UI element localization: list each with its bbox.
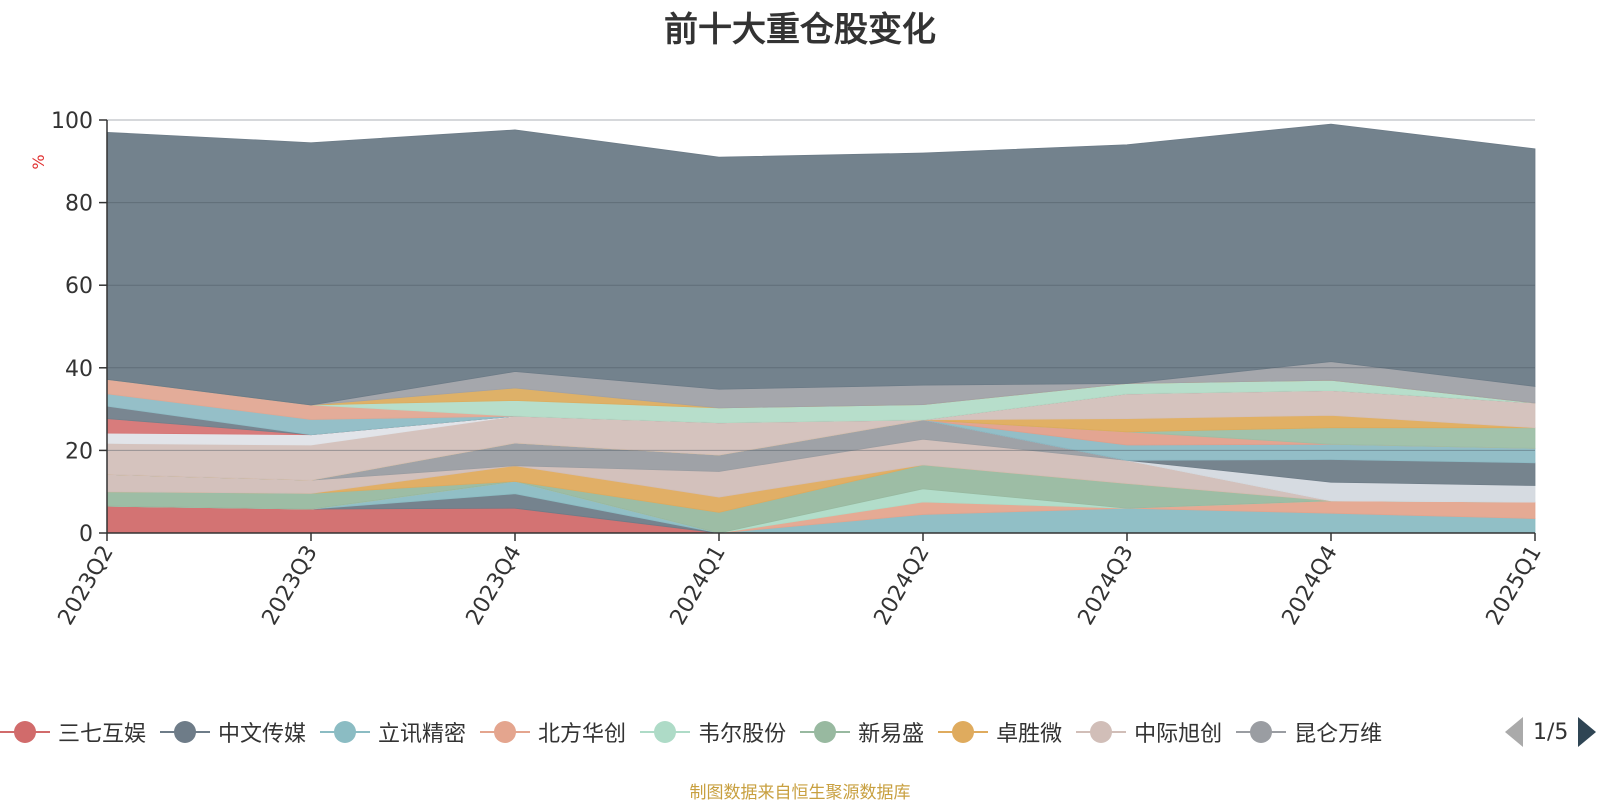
- legend-prev-page-button[interactable]: [1505, 717, 1523, 747]
- gridlines: [107, 119, 1535, 451]
- legend-label: 中文传媒: [218, 722, 307, 747]
- y-tick-label: 60: [65, 274, 93, 299]
- area-series-25[interactable]: [106, 123, 1536, 406]
- x-tick-label: 2024Q4: [1278, 541, 1343, 629]
- y-tick-label: 80: [65, 192, 93, 217]
- x-tick-label: 2024Q2: [870, 541, 935, 629]
- legend-label: 韦尔股份: [698, 722, 787, 747]
- legend-marker-icon: [1236, 721, 1287, 743]
- legend-marker-icon: [320, 721, 371, 743]
- legend-item[interactable]: 韦尔股份: [640, 712, 786, 752]
- legend-item[interactable]: 卓胜微: [938, 712, 1062, 752]
- chart-title: 前十大重仓股变化: [664, 10, 936, 50]
- legend-marker-icon: [480, 721, 531, 743]
- stacked-area-chart: 0 20 40 60 80 100 2023Q2 2023Q3 2023Q4 2024Q1 2024…: [29, 109, 1547, 629]
- legend-item[interactable]: 昆仑万维: [1236, 712, 1382, 752]
- y-axis-unit-label: %: [29, 154, 48, 169]
- x-tick-label: 2023Q2: [54, 541, 119, 629]
- legend-marker-icon: [1076, 721, 1127, 743]
- legend-item[interactable]: 三七互娱: [0, 712, 146, 752]
- legend: 三七互娱 中文传媒 立讯精密 北方华创 韦尔股份 新易盛 卓胜微 中际旭创 昆仑万维: [0, 712, 1505, 752]
- legend-page-indicator: 1/5: [1533, 719, 1569, 745]
- x-tick-label: 2023Q3: [258, 541, 323, 629]
- legend-label: 中际旭创: [1134, 722, 1223, 747]
- legend-label: 三七互娱: [58, 722, 147, 747]
- y-tick-label: 100: [51, 109, 93, 134]
- legend-label: 卓胜微: [996, 722, 1063, 747]
- y-tick-label: 0: [79, 522, 93, 547]
- legend-label: 北方华创: [538, 722, 627, 747]
- legend-marker-icon: [160, 721, 211, 743]
- x-tick-label: 2024Q3: [1074, 541, 1139, 629]
- legend-label: 立讯精密: [378, 722, 467, 747]
- legend-item[interactable]: 立讯精密: [320, 712, 466, 752]
- area-series-group: [106, 123, 1536, 534]
- legend-label: 昆仑万维: [1294, 722, 1383, 747]
- legend-marker-icon: [938, 721, 989, 743]
- y-tick-label: 20: [65, 439, 93, 464]
- legend-item[interactable]: 新易盛: [800, 712, 924, 752]
- x-tick-label: 2024Q1: [666, 541, 731, 629]
- data-source-note: 制图数据来自恒生聚源数据库: [689, 783, 911, 803]
- x-tick-label: 2025Q1: [1482, 541, 1547, 629]
- y-tick-label: 40: [65, 357, 93, 382]
- x-tick-label: 2023Q4: [462, 541, 527, 629]
- legend-label: 新易盛: [858, 722, 925, 747]
- legend-next-page-button[interactable]: [1578, 717, 1597, 747]
- legend-marker-icon: [0, 721, 50, 743]
- legend-item[interactable]: 中际旭创: [1076, 712, 1222, 752]
- legend-item[interactable]: 北方华创: [480, 712, 626, 752]
- legend-item[interactable]: 中文传媒: [160, 712, 306, 752]
- legend-marker-icon: [640, 721, 691, 743]
- legend-marker-icon: [800, 721, 851, 743]
- legend-pager: 1/5: [1505, 716, 1600, 748]
